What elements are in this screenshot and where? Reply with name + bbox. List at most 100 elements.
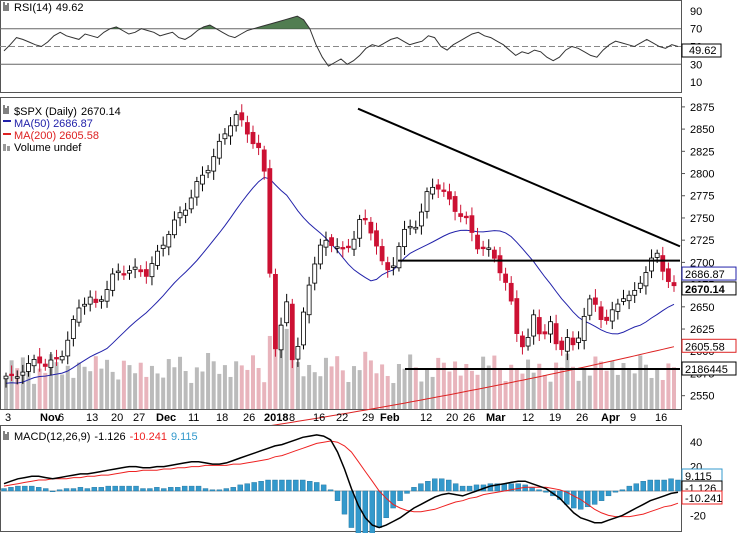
volume-bar	[228, 376, 233, 409]
price-flag-box	[681, 338, 737, 353]
rsi-label: RSI(14)	[14, 2, 52, 14]
macd-hist-bar	[98, 487, 104, 492]
volume-bar	[481, 356, 486, 409]
volume-bar	[262, 382, 267, 409]
candle-body	[233, 114, 239, 127]
macd-hist-bar	[675, 479, 681, 492]
rsi-icon	[3, 2, 9, 11]
volume-bar	[166, 359, 171, 409]
candle-body	[188, 197, 194, 210]
macd-hist-bar	[84, 488, 91, 492]
price-tick-label: 2700	[690, 257, 714, 269]
macd-hist-bar	[661, 479, 667, 492]
macd-hist-bar	[557, 490, 563, 500]
volume-bar	[234, 361, 239, 409]
candle-body	[587, 298, 593, 316]
macd-hist-bar	[571, 490, 577, 509]
macd-hist-bar	[313, 482, 320, 492]
candle-body	[553, 323, 559, 345]
macd-line	[3, 434, 679, 529]
volume-bar	[346, 381, 351, 409]
x-tick-label: 20	[111, 412, 123, 424]
volume-bar	[340, 370, 345, 409]
volume-bar	[548, 381, 553, 409]
macd-hist-bar	[49, 490, 56, 492]
macd-hist-bar	[390, 490, 396, 509]
volume-bar	[660, 379, 665, 409]
candle-body	[379, 246, 385, 262]
candle-body	[177, 212, 183, 219]
candle-body	[205, 169, 211, 174]
volume-bar	[335, 356, 340, 409]
candle-body	[491, 249, 497, 259]
volume-bar	[385, 375, 390, 409]
volume-bar	[408, 354, 413, 409]
candle-body	[37, 356, 43, 364]
macd-hist-bar	[126, 485, 132, 492]
macd-hist-bar	[112, 485, 118, 492]
candle-body	[340, 247, 346, 250]
candle-body	[211, 156, 217, 172]
ma50-legend-swatch	[3, 120, 11, 122]
price-title: $SPX (Daily)	[14, 106, 77, 118]
candle-body	[362, 217, 368, 221]
macd-panel: 40200-20 9.115-1.126-10.241 MACD(12,26,9…	[0, 425, 723, 533]
volume-bar	[582, 368, 587, 409]
macd-hist-bar	[251, 482, 257, 492]
macd-hist-bar	[619, 489, 626, 492]
volume-bar	[71, 377, 76, 409]
candle-body	[20, 371, 26, 376]
ma200-legend-swatch	[3, 133, 11, 135]
volume-bar	[37, 368, 42, 409]
macd-hist-bar	[77, 487, 84, 492]
candle-body	[301, 311, 306, 346]
candle-body	[194, 181, 200, 198]
candle-body	[284, 301, 290, 324]
volume-bar	[267, 335, 272, 409]
macd-hist-bar	[591, 490, 598, 505]
candle-body	[334, 246, 340, 249]
macd-hist-bar	[286, 479, 292, 492]
macd-tick-label: 40	[690, 437, 702, 449]
x-tick-label: 19	[549, 412, 561, 424]
volume-bar	[368, 360, 373, 409]
resistance-trendline	[357, 107, 681, 248]
rsi-legend: RSI(14) 49.62	[3, 2, 83, 14]
candle-body	[228, 125, 233, 137]
volume-bar	[419, 381, 424, 409]
volume-bar	[60, 374, 65, 409]
volume-bar	[211, 361, 216, 409]
candle-body	[435, 184, 441, 190]
volume-bar	[138, 362, 143, 409]
macd-hist-bar	[543, 490, 549, 493]
rsi-tick-label: 30	[690, 59, 702, 71]
candle-body	[542, 331, 548, 335]
candle-body	[54, 357, 59, 360]
candle-body	[632, 289, 638, 296]
macd-hist-bar	[258, 481, 264, 492]
macd-label: MACD(12,26,9)	[14, 431, 90, 443]
volume-bar	[161, 377, 166, 409]
candle-body	[48, 359, 54, 368]
volume-bar	[447, 371, 452, 409]
candle-body	[306, 284, 312, 316]
candle-body	[329, 237, 334, 247]
macd-flag-box	[681, 490, 723, 505]
macd-hist-bar	[105, 485, 111, 492]
price-title-value: 2670.14	[81, 106, 121, 118]
macd-hist-bar	[1, 488, 7, 492]
volume-bar	[627, 369, 632, 409]
volume-bar	[155, 373, 160, 409]
candle-body	[166, 233, 172, 248]
volume-bar	[189, 382, 194, 409]
price-icon	[3, 105, 9, 114]
x-tick-label: 3	[5, 412, 11, 424]
candle-body	[346, 245, 351, 249]
x-tick-label: 16	[655, 412, 667, 424]
candle-body	[441, 189, 447, 192]
price-flag-box	[681, 361, 737, 376]
volume-bar	[374, 373, 379, 409]
macd-hist-bar	[154, 487, 160, 492]
ma50-line	[5, 176, 675, 384]
volume-bar	[301, 376, 306, 409]
